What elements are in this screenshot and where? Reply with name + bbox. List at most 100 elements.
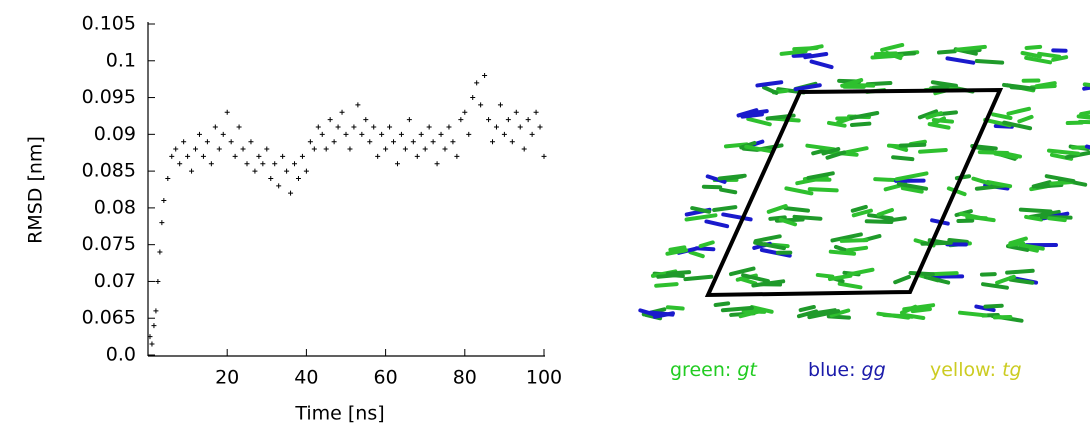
data-point: [193, 147, 198, 152]
y-axis-label: RMSD [nm]: [25, 136, 47, 244]
data-point: [435, 161, 440, 166]
x-tick-label: 20: [215, 367, 239, 389]
legend-entry: blue: gg: [808, 359, 886, 381]
molecule-stick: [807, 146, 834, 150]
legend-term: gg: [862, 359, 886, 381]
molecule-stick: [831, 252, 854, 254]
data-point: [165, 176, 170, 181]
data-point: [427, 124, 432, 129]
x-tick-label: 40: [294, 367, 318, 389]
legend-entry: green: gt: [670, 359, 758, 381]
molecule-stick: [1081, 111, 1090, 114]
data-point: [340, 110, 345, 115]
molecule-stick: [897, 173, 927, 179]
molecule-stick: [933, 86, 947, 87]
data-point: [324, 147, 329, 152]
data-point: [264, 147, 269, 152]
data-point: [300, 154, 305, 159]
data-point: [379, 132, 384, 137]
data-point: [498, 102, 503, 107]
data-point: [514, 110, 519, 115]
molecule-stick: [785, 208, 808, 210]
data-point: [347, 147, 352, 152]
molecule-stick: [852, 124, 869, 125]
data-point: [407, 117, 412, 122]
molecule-stick: [723, 308, 752, 310]
molecule-stick: [1085, 84, 1090, 86]
data-point: [534, 110, 539, 115]
data-point: [252, 169, 257, 174]
molecule-stick: [882, 45, 902, 50]
data-point: [419, 132, 424, 137]
data-point: [403, 147, 408, 152]
molecule-stick: [782, 51, 806, 54]
legend-entry: yellow: tg: [930, 359, 1022, 381]
molecule-stick: [876, 53, 896, 54]
data-point: [332, 139, 337, 144]
molecule-stick: [1049, 218, 1064, 220]
legend-term: tg: [1002, 359, 1022, 381]
molecule-stick: [1026, 217, 1041, 220]
data-point: [205, 139, 210, 144]
data-point: [510, 139, 515, 144]
data-point: [225, 110, 230, 115]
data-point: [245, 161, 250, 166]
data-point: [268, 176, 273, 181]
data-point: [474, 80, 479, 85]
data-point: [284, 169, 289, 174]
molecule-stick: [668, 307, 683, 308]
molecule-stick: [810, 189, 837, 190]
data-point: [157, 250, 162, 255]
molecule-stick: [812, 62, 832, 67]
data-point: [197, 132, 202, 137]
data-point: [526, 117, 531, 122]
y-tick-label: 0.065: [82, 307, 136, 329]
data-point: [399, 132, 404, 137]
data-point: [189, 169, 194, 174]
data-point: [151, 323, 156, 328]
molecule-stick: [895, 277, 909, 282]
data-point: [395, 161, 400, 166]
molecule-stick: [1008, 109, 1029, 114]
y-tick-label: 0.105: [82, 13, 136, 35]
data-point: [173, 147, 178, 152]
molecule-stick: [668, 272, 689, 274]
molecule-stick: [867, 221, 892, 222]
molecule-stick: [764, 87, 776, 93]
molecule-stick: [818, 275, 833, 277]
data-point: [450, 139, 455, 144]
molecule-stick: [756, 236, 780, 241]
data-point: [359, 132, 364, 137]
data-point: [272, 161, 277, 166]
molecule-stick: [853, 207, 866, 211]
data-point: [490, 139, 495, 144]
data-point: [423, 147, 428, 152]
data-point: [201, 154, 206, 159]
legend-text: blue:: [808, 359, 862, 381]
molecule-stick: [840, 284, 861, 288]
molecule-stick: [920, 150, 946, 152]
data-point: [494, 124, 499, 129]
data-point: [446, 124, 451, 129]
molecule-stick: [1007, 271, 1033, 273]
data-point: [443, 147, 448, 152]
data-point: [502, 132, 507, 137]
data-point: [292, 161, 297, 166]
molecule-stick: [947, 58, 973, 62]
molecule-stick: [1027, 47, 1041, 48]
data-point: [217, 147, 222, 152]
molecule-stick: [911, 273, 933, 274]
data-point: [336, 124, 341, 129]
molecule-stick: [922, 243, 950, 244]
molecule-stick: [848, 248, 866, 250]
data-point: [241, 147, 246, 152]
molecule-stick: [1021, 210, 1051, 212]
data-point: [248, 139, 253, 144]
molecule-stick: [656, 284, 676, 286]
data-point: [462, 110, 467, 115]
data-point: [233, 154, 238, 159]
data-point: [391, 139, 396, 144]
data-point: [316, 124, 321, 129]
data-point: [276, 183, 281, 188]
molecule-stick: [769, 206, 786, 212]
